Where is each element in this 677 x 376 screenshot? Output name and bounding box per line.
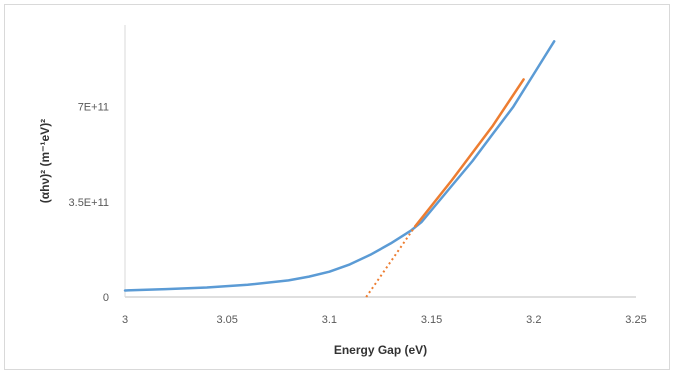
series-linear-fit — [413, 78, 525, 228]
y-axis-title: (αhν)² (m⁻¹eV)² — [38, 119, 52, 203]
series-layer — [123, 40, 556, 298]
series-absorption-curve — [123, 40, 556, 292]
series-trendline-extrapolation — [365, 225, 417, 298]
x-tick-label: 3.1 — [322, 314, 337, 326]
x-tick-label: 3 — [122, 314, 128, 326]
x-tick-label: 3.25 — [625, 314, 646, 326]
x-tick-label: 3.15 — [421, 314, 442, 326]
chart-svg: 3 3.05 3.1 3.15 3.2 3.25 0 3.5E+11 7E+11 Energy… — [38, 25, 647, 357]
y-tick-labels: 0 3.5E+11 7E+11 — [69, 102, 109, 304]
chart-frame: 3 3.05 3.1 3.15 3.2 3.25 0 3.5E+11 7E+11 Energy… — [4, 4, 670, 370]
y-tick-label: 0 — [103, 292, 109, 304]
axes — [124, 25, 636, 298]
x-tick-labels: 3 3.05 3.1 3.15 3.2 3.25 — [122, 314, 647, 326]
y-tick-label: 3.5E+11 — [69, 197, 109, 209]
x-axis-title: Energy Gap (eV) — [334, 343, 427, 357]
x-tick-label: 3.05 — [216, 314, 237, 326]
x-tick-label: 3.2 — [526, 314, 541, 326]
y-tick-label: 7E+11 — [78, 102, 109, 114]
